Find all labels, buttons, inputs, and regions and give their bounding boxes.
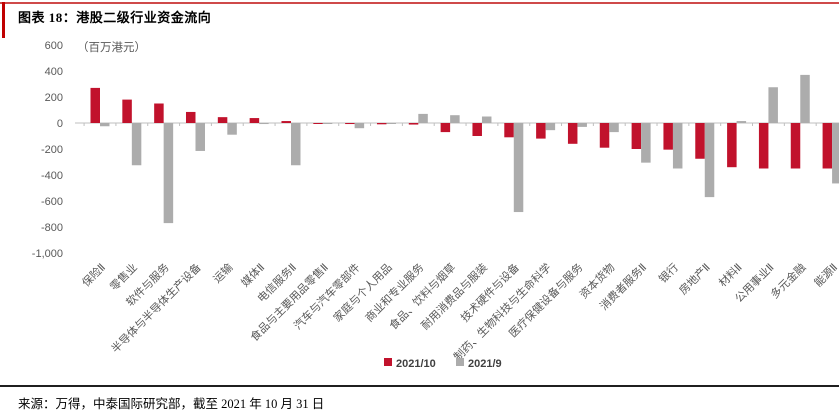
y-tick-label: -600 bbox=[41, 196, 63, 208]
y-tick-label: 400 bbox=[45, 66, 63, 78]
bar-2021-9 bbox=[513, 123, 524, 213]
y-tick-label: -800 bbox=[41, 222, 63, 234]
bar-2021-10 bbox=[822, 123, 833, 169]
bar-2021-10 bbox=[567, 123, 578, 144]
bar-2021-9 bbox=[195, 123, 205, 151]
figure-title: 图表 18：港股二级行业资金流向 bbox=[18, 10, 212, 25]
bar-2021-9 bbox=[418, 113, 428, 123]
y-tick-label: 0 bbox=[57, 118, 63, 130]
bar-2021-10 bbox=[599, 123, 610, 148]
bar-2021-10 bbox=[663, 123, 673, 150]
bar-2021-10 bbox=[536, 123, 546, 139]
legend-swatch-2021-9 bbox=[456, 358, 464, 366]
bar-2021-9 bbox=[545, 123, 556, 131]
bar-2021-10 bbox=[440, 123, 451, 133]
category-label: 运输 bbox=[210, 260, 235, 285]
bar-2021-9 bbox=[131, 123, 142, 166]
bar-2021-10 bbox=[154, 103, 164, 123]
category-label: 房地产Ⅱ bbox=[676, 260, 713, 297]
capital-flow-bar-chart: （百万港元） 600 400 200 0 -200 -400 -600 -800 -1,000 保险… bbox=[32, 40, 839, 370]
unit-label: （百万港元） bbox=[77, 41, 146, 54]
y-tick-label: -400 bbox=[41, 170, 63, 182]
bar-2021-9 bbox=[386, 123, 396, 124]
category-label: 能源Ⅱ bbox=[811, 260, 839, 289]
bar-2021-10 bbox=[90, 87, 100, 123]
category-label: 零售业 bbox=[107, 260, 140, 293]
bar-2021-10 bbox=[408, 123, 419, 125]
legend-label-2021-10: 2021/10 bbox=[396, 358, 436, 370]
top-rule bbox=[0, 2, 839, 4]
category-label: 多元金融 bbox=[767, 260, 808, 301]
y-tick-label: 200 bbox=[45, 92, 63, 104]
y-tick-label: -200 bbox=[41, 144, 63, 156]
bar-2021-10 bbox=[472, 123, 482, 136]
bar-2021-9 bbox=[736, 121, 747, 123]
figure-footer: 来源：万得，中泰国际研究部，截至 2021 年 10 月 31 日 bbox=[0, 385, 839, 412]
bar-2021-10 bbox=[631, 123, 642, 149]
bar-2021-10 bbox=[217, 117, 228, 123]
legend-swatch-2021-10 bbox=[384, 358, 392, 366]
bar-2021-9 bbox=[832, 123, 839, 184]
bar-2021-9 bbox=[227, 123, 237, 135]
bar-2021-9 bbox=[641, 123, 651, 163]
bar-2021-9 bbox=[163, 123, 174, 224]
bar-2021-9 bbox=[322, 123, 333, 124]
bar-2021-9 bbox=[609, 123, 619, 133]
bar-2021-10 bbox=[695, 123, 705, 159]
bar-2021-9 bbox=[800, 74, 810, 123]
category-label: 材料Ⅱ bbox=[715, 260, 744, 289]
bar-2021-10 bbox=[313, 123, 323, 124]
y-tick-label: 600 bbox=[45, 40, 63, 52]
category-label: 银行 bbox=[656, 260, 681, 285]
bar-2021-10 bbox=[281, 121, 291, 123]
left-accent-bar bbox=[2, 2, 5, 38]
bar-2021-9 bbox=[672, 123, 683, 169]
bar-2021-10 bbox=[185, 111, 196, 123]
bar-2021-10 bbox=[249, 118, 260, 123]
category-label: 媒体Ⅱ bbox=[238, 260, 267, 289]
bar-2021-9 bbox=[768, 87, 778, 123]
bar-2021-9 bbox=[481, 116, 492, 123]
category-label: 保险Ⅱ bbox=[79, 260, 108, 289]
bar-2021-9 bbox=[259, 123, 269, 125]
source-note: 来源：万得，中泰国际研究部，截至 2021 年 10 月 31 日 bbox=[18, 397, 325, 411]
bar-2021-9 bbox=[290, 123, 301, 166]
legend-label-2021-9: 2021/9 bbox=[468, 358, 502, 370]
bar-2021-10 bbox=[790, 123, 801, 169]
bar-2021-9 bbox=[577, 123, 587, 127]
bar-2021-10 bbox=[727, 123, 737, 168]
bar-2021-9 bbox=[100, 123, 110, 127]
bar-2021-10 bbox=[122, 99, 132, 123]
bar-2021-9 bbox=[450, 115, 460, 123]
y-tick-label: -1,000 bbox=[32, 248, 63, 260]
bar-2021-9 bbox=[704, 123, 715, 198]
bar-2021-10 bbox=[345, 123, 355, 125]
bar-2021-10 bbox=[504, 123, 514, 138]
bar-2021-10 bbox=[758, 123, 769, 169]
bar-2021-9 bbox=[354, 123, 365, 129]
bar-2021-10 bbox=[376, 123, 387, 125]
